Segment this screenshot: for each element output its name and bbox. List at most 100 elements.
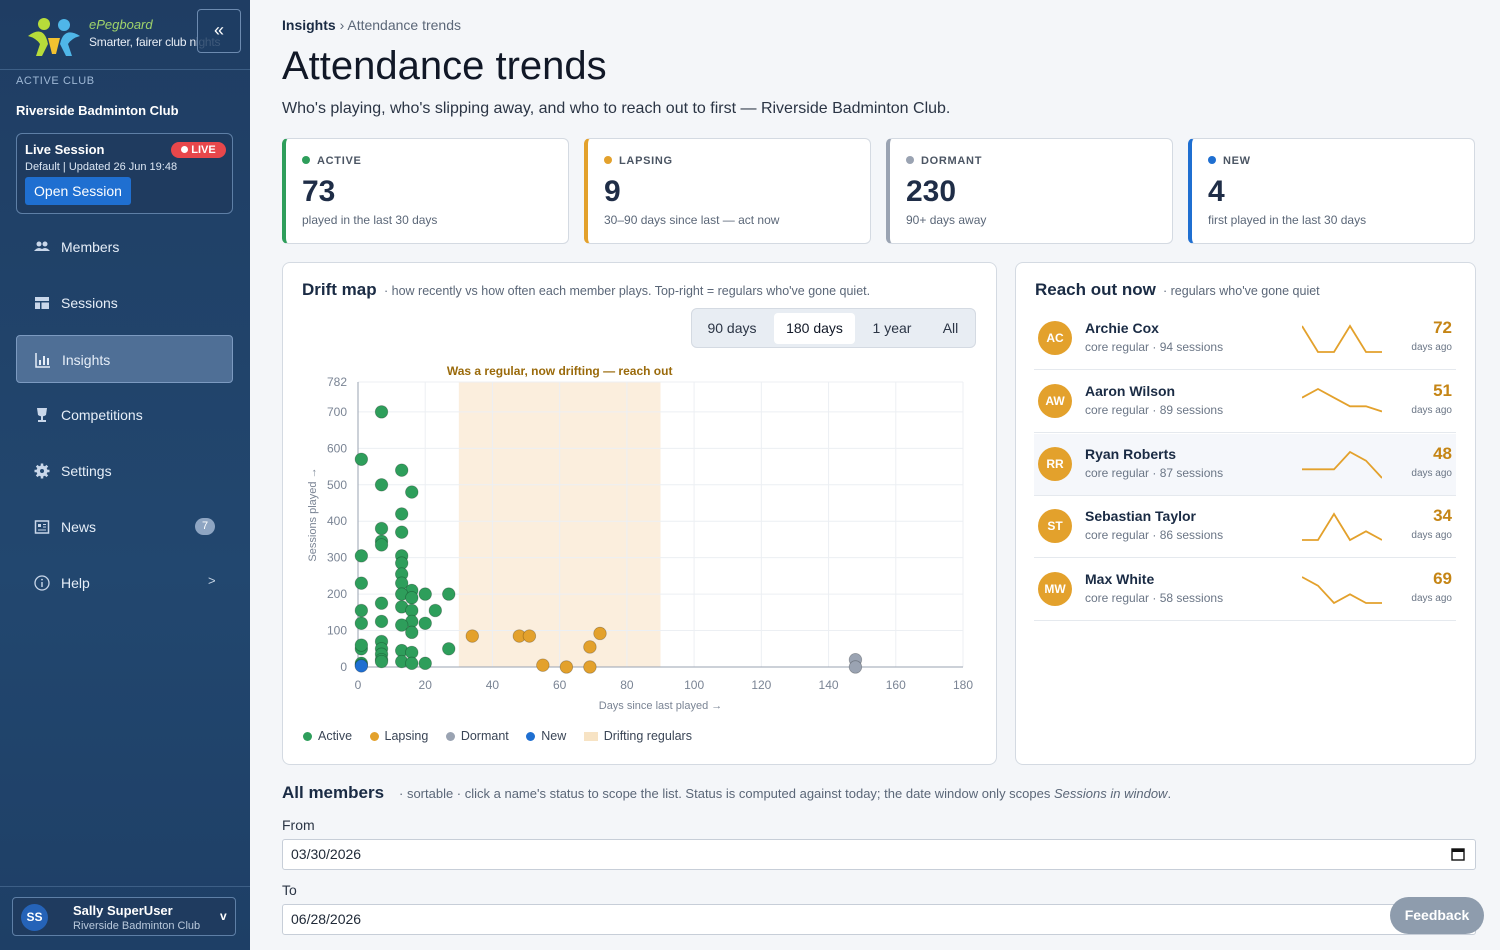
- data-point-active[interactable]: [354, 549, 369, 563]
- days-ago-label: days ago: [1411, 593, 1452, 604]
- stat-note: 30–90 days since last — act now: [604, 213, 780, 227]
- days-ago-label: days ago: [1411, 342, 1452, 353]
- data-point-active[interactable]: [354, 603, 369, 618]
- member-name[interactable]: Max White: [1085, 571, 1155, 587]
- sidebar-divider: [0, 886, 250, 887]
- member-name[interactable]: Archie Cox: [1085, 320, 1159, 336]
- legend-new[interactable]: New: [526, 729, 566, 743]
- days-ago-label: days ago: [1411, 530, 1452, 541]
- data-point-active[interactable]: [394, 618, 409, 632]
- brand-name: ePegboard: [89, 17, 153, 32]
- stat-value: 230: [906, 175, 957, 208]
- x-tick-label: 0: [355, 678, 362, 692]
- breadcrumb-root[interactable]: Insights: [282, 17, 336, 33]
- legend-active[interactable]: Active: [303, 729, 352, 743]
- data-point-lapsing[interactable]: [583, 640, 597, 654]
- reach-out-title: Reach out now: [1035, 280, 1156, 299]
- data-point-active[interactable]: [394, 463, 409, 477]
- member-name[interactable]: Sebastian Taylor: [1085, 508, 1197, 524]
- reach-out-row[interactable]: AC Archie Cox core regular · 94 sessions 72…: [1034, 308, 1456, 370]
- collapse-sidebar-button[interactable]: «: [197, 9, 241, 53]
- sidebar-item-settings[interactable]: Settings: [16, 447, 233, 495]
- feedback-button[interactable]: Feedback: [1390, 897, 1484, 934]
- data-point-active[interactable]: [405, 485, 419, 499]
- data-point-active[interactable]: [418, 656, 432, 671]
- data-point-active[interactable]: [405, 656, 419, 671]
- range-90-days[interactable]: 90 days: [707, 320, 757, 336]
- data-point-active[interactable]: [394, 507, 409, 521]
- legend-dot-icon: [303, 732, 312, 741]
- open-session-button[interactable]: Open Session: [25, 177, 131, 205]
- stat-card-lapsing[interactable]: LAPSING 9 30–90 days since last — act no…: [584, 138, 871, 244]
- sidebar-item-label: Competitions: [61, 407, 143, 423]
- legend-lapsing[interactable]: Lapsing: [369, 729, 428, 743]
- range-all[interactable]: All: [942, 320, 959, 336]
- x-axis-label: Days since last played →: [599, 700, 723, 712]
- data-point-active[interactable]: [374, 614, 389, 629]
- x-tick-label: 40: [486, 678, 500, 692]
- data-point-active[interactable]: [374, 405, 389, 419]
- data-point-active[interactable]: [374, 538, 389, 552]
- user-menu[interactable]: SS Sally SuperUser Riverside Badminton C…: [12, 897, 236, 936]
- data-point-dormant[interactable]: [848, 660, 863, 674]
- sidebar-item-help[interactable]: Help >: [16, 559, 233, 607]
- member-name[interactable]: Aaron Wilson: [1085, 383, 1176, 399]
- data-point-active[interactable]: [374, 521, 389, 536]
- data-point-active[interactable]: [394, 525, 409, 539]
- data-point-new[interactable]: [354, 659, 369, 673]
- sidebar-item-news[interactable]: News 7: [16, 503, 233, 551]
- stat-card-new[interactable]: NEW 4 first played in the last 30 days: [1188, 138, 1475, 244]
- sidebar-item-sessions[interactable]: Sessions: [16, 279, 233, 327]
- range-1-year[interactable]: 1 year: [872, 320, 912, 336]
- y-tick-label: 200: [327, 587, 347, 601]
- data-point-active[interactable]: [405, 625, 419, 640]
- reach-out-row[interactable]: RR Ryan Roberts core regular · 87 sessions…: [1034, 434, 1456, 496]
- drift-map-chart: 0 20 40 60 80 100 120 140 160 180 0 100 200 300 400 500…: [307, 364, 973, 712]
- data-point-active[interactable]: [354, 452, 369, 466]
- reach-out-subtitle: · regulars who've gone quiet: [1163, 284, 1320, 298]
- to-label: To: [282, 882, 297, 898]
- data-point-active[interactable]: [442, 642, 456, 656]
- legend-label: Dormant: [460, 729, 509, 743]
- data-point-lapsing[interactable]: [536, 658, 550, 672]
- stat-card-dormant[interactable]: DORMANT 230 90+ days away: [886, 138, 1173, 244]
- data-point-active[interactable]: [354, 616, 369, 630]
- to-date-input[interactable]: 06/28/2026: [282, 904, 1476, 935]
- data-point-lapsing[interactable]: [559, 660, 574, 674]
- stat-card-active[interactable]: ACTIVE 73 played in the last 30 days: [282, 138, 569, 244]
- data-point-active[interactable]: [374, 478, 389, 492]
- legend-swatch-icon: [583, 732, 598, 741]
- page-title: Attendance trends: [282, 44, 607, 88]
- active-club-label: ACTIVE CLUB: [16, 75, 95, 87]
- legend-drifting[interactable]: Drifting regulars: [583, 729, 692, 743]
- data-point-active[interactable]: [442, 587, 456, 601]
- chart-legend: Active Lapsing Dormant New Drifting regu…: [303, 729, 706, 743]
- data-point-active[interactable]: [354, 576, 369, 590]
- days-ago-value: 51: [1433, 381, 1452, 400]
- data-point-active[interactable]: [405, 591, 419, 605]
- range-180-days[interactable]: 180 days: [774, 313, 855, 344]
- reach-out-row[interactable]: ST Sebastian Taylor core regular · 86 sess…: [1034, 496, 1456, 558]
- sidebar-item-insights[interactable]: Insights: [16, 335, 233, 383]
- data-point-lapsing[interactable]: [522, 629, 537, 643]
- sidebar-item-label: Insights: [62, 352, 111, 368]
- data-point-lapsing[interactable]: [583, 660, 597, 674]
- data-point-active[interactable]: [428, 603, 443, 618]
- data-point-active[interactable]: [418, 587, 432, 601]
- data-point-lapsing[interactable]: [593, 626, 607, 641]
- drift-map-panel: Drift map · how recently vs how often ea…: [282, 262, 997, 765]
- data-point-active[interactable]: [354, 638, 369, 652]
- calendar-icon[interactable]: [1451, 847, 1465, 861]
- reach-out-row[interactable]: AW Aaron Wilson core regular · 89 sessions…: [1034, 371, 1456, 433]
- sidebar-item-members[interactable]: Members: [16, 223, 233, 271]
- data-point-active[interactable]: [374, 654, 389, 669]
- sidebar-item-competitions[interactable]: Competitions: [16, 391, 233, 439]
- data-point-active[interactable]: [418, 616, 432, 630]
- data-point-active[interactable]: [374, 596, 389, 610]
- data-point-lapsing[interactable]: [465, 629, 479, 643]
- member-name[interactable]: Ryan Roberts: [1085, 446, 1177, 462]
- live-badge: LIVE: [171, 142, 226, 158]
- from-date-input[interactable]: 03/30/2026: [282, 839, 1476, 870]
- legend-dormant[interactable]: Dormant: [445, 729, 509, 743]
- reach-out-row[interactable]: MW Max White core regular · 58 sessions 69 d…: [1034, 559, 1456, 621]
